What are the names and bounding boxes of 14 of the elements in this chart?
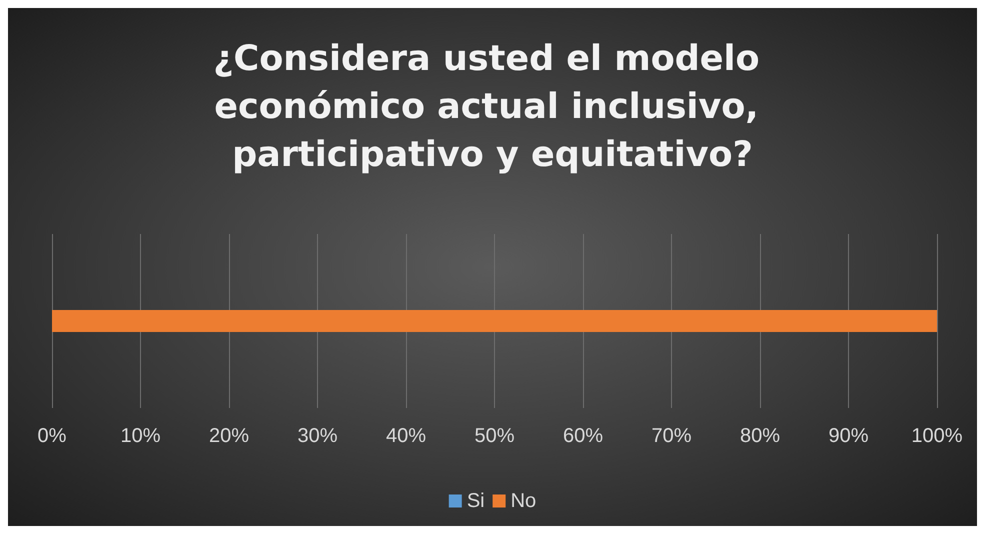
x-tick-label: 20% <box>208 425 250 447</box>
x-tick-label: 60% <box>562 425 604 447</box>
x-tick-label: 40% <box>386 425 426 447</box>
x-tick-label: 0% <box>38 425 67 447</box>
x-tick-label: 30% <box>297 425 338 447</box>
x-tick-label: 50% <box>474 425 515 447</box>
x-tick-label: 90% <box>828 425 869 447</box>
x-tick-label: 100% <box>911 425 963 447</box>
x-tick-label: 10% <box>120 425 161 447</box>
legend-label: Si <box>466 490 485 512</box>
legend-label: No <box>510 490 536 512</box>
x-tick-label: 80% <box>740 425 780 447</box>
chart-title: ¿Considera usted el modelo económico actual inclusivo, participativo y equitativo? <box>213 39 772 175</box>
x-tick-label: 70% <box>651 425 692 447</box>
